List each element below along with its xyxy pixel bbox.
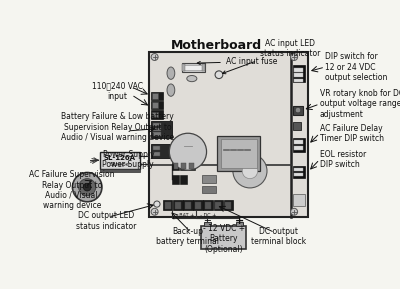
Bar: [294, 146, 304, 150]
Circle shape: [151, 53, 158, 60]
Bar: [149, 52, 308, 217]
Circle shape: [79, 179, 96, 196]
Text: SL-126A: SL-126A: [104, 155, 136, 161]
Bar: [202, 175, 216, 183]
Circle shape: [215, 71, 223, 79]
Circle shape: [154, 201, 160, 207]
Bar: [184, 65, 203, 70]
Bar: [152, 93, 158, 99]
Bar: [293, 105, 303, 115]
Bar: [151, 110, 163, 118]
Bar: [204, 200, 213, 210]
Bar: [172, 161, 180, 170]
Bar: [293, 123, 301, 130]
Bar: [294, 173, 304, 176]
Text: AC Failure Supervision
Relay Output to
Audio / Visual
warning device: AC Failure Supervision Relay Output to A…: [29, 170, 114, 210]
Bar: [201, 226, 246, 249]
Circle shape: [83, 183, 91, 191]
Text: DC output LED
status indicator: DC output LED status indicator: [76, 211, 136, 231]
Circle shape: [169, 133, 206, 170]
Bar: [225, 202, 231, 209]
Text: AC input LED
status indicator: AC input LED status indicator: [222, 39, 320, 74]
Bar: [100, 169, 140, 172]
Bar: [224, 200, 233, 210]
Bar: [153, 123, 161, 126]
Bar: [188, 161, 195, 170]
Text: Power Supply: Power Supply: [102, 160, 153, 168]
Circle shape: [72, 173, 102, 202]
Bar: [153, 152, 160, 155]
Bar: [195, 202, 201, 209]
Text: Back-up
battery terminal: Back-up battery terminal: [156, 227, 220, 246]
Text: EOL resistor
DIP switch: EOL resistor DIP switch: [320, 150, 366, 169]
Bar: [153, 128, 161, 131]
Circle shape: [291, 208, 298, 215]
Bar: [153, 132, 161, 136]
Text: - BAT +    - DC +: - BAT + - DC +: [176, 212, 216, 218]
Text: Power Supply: Power Supply: [103, 150, 155, 159]
Text: AC Failure Delay
Timer DIP switch: AC Failure Delay Timer DIP switch: [320, 123, 384, 143]
Ellipse shape: [167, 67, 175, 79]
Circle shape: [295, 108, 301, 113]
Bar: [163, 200, 172, 210]
Text: Strobe: Strobe: [110, 162, 130, 166]
Bar: [202, 186, 216, 192]
Bar: [236, 222, 243, 226]
Text: DC output
terminal block: DC output terminal block: [251, 227, 306, 246]
Text: DIP switch for
12 or 24 VDC
output selection: DIP switch for 12 or 24 VDC output selec…: [325, 52, 388, 82]
Circle shape: [151, 208, 158, 215]
Circle shape: [291, 53, 298, 60]
Bar: [215, 202, 221, 209]
Text: ─: ─: [204, 216, 210, 226]
Text: VR rotary knob for DC
output voltage range
adjustment: VR rotary knob for DC output voltage ran…: [320, 89, 400, 119]
Bar: [294, 140, 304, 144]
Bar: [151, 92, 163, 100]
Ellipse shape: [187, 75, 197, 82]
Bar: [189, 162, 194, 169]
Bar: [185, 202, 191, 209]
Bar: [204, 222, 211, 226]
Bar: [292, 66, 305, 82]
Bar: [193, 200, 203, 210]
Bar: [205, 202, 211, 209]
Bar: [294, 79, 304, 82]
Bar: [152, 102, 158, 108]
Bar: [214, 200, 223, 210]
Bar: [172, 175, 180, 184]
Text: Motherboard: Motherboard: [171, 39, 262, 52]
Bar: [152, 112, 158, 117]
Bar: [183, 200, 193, 210]
Bar: [182, 64, 185, 71]
Bar: [182, 63, 205, 72]
Bar: [294, 68, 304, 72]
Bar: [180, 161, 187, 170]
Bar: [151, 121, 172, 138]
Bar: [294, 73, 304, 77]
Bar: [292, 138, 305, 152]
Bar: [153, 146, 160, 150]
Ellipse shape: [167, 84, 175, 96]
Text: 110～240 VAC
input: 110～240 VAC input: [92, 81, 143, 101]
Bar: [220, 139, 257, 168]
Bar: [151, 101, 163, 109]
Bar: [294, 168, 304, 171]
Text: Battery Failure & Low battery
Supervision Relay Output to
Audio / Visual warning: Battery Failure & Low battery Supervisio…: [61, 112, 174, 142]
Circle shape: [233, 154, 267, 188]
Text: - 12 VDC +
Battery
(Optional): - 12 VDC + Battery (Optional): [202, 224, 245, 254]
Bar: [180, 175, 187, 184]
Bar: [173, 200, 182, 210]
Text: AC input fuse: AC input fuse: [197, 57, 277, 66]
Circle shape: [242, 163, 258, 179]
Bar: [165, 202, 171, 209]
Bar: [202, 64, 205, 71]
Bar: [100, 152, 140, 169]
Bar: [292, 166, 305, 178]
Bar: [151, 144, 170, 158]
Bar: [174, 162, 178, 169]
Bar: [218, 136, 260, 171]
Bar: [181, 162, 186, 169]
Text: +: +: [234, 216, 244, 226]
Bar: [292, 194, 305, 206]
Bar: [175, 202, 181, 209]
